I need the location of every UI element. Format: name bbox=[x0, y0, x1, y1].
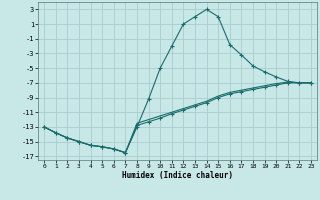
X-axis label: Humidex (Indice chaleur): Humidex (Indice chaleur) bbox=[122, 171, 233, 180]
